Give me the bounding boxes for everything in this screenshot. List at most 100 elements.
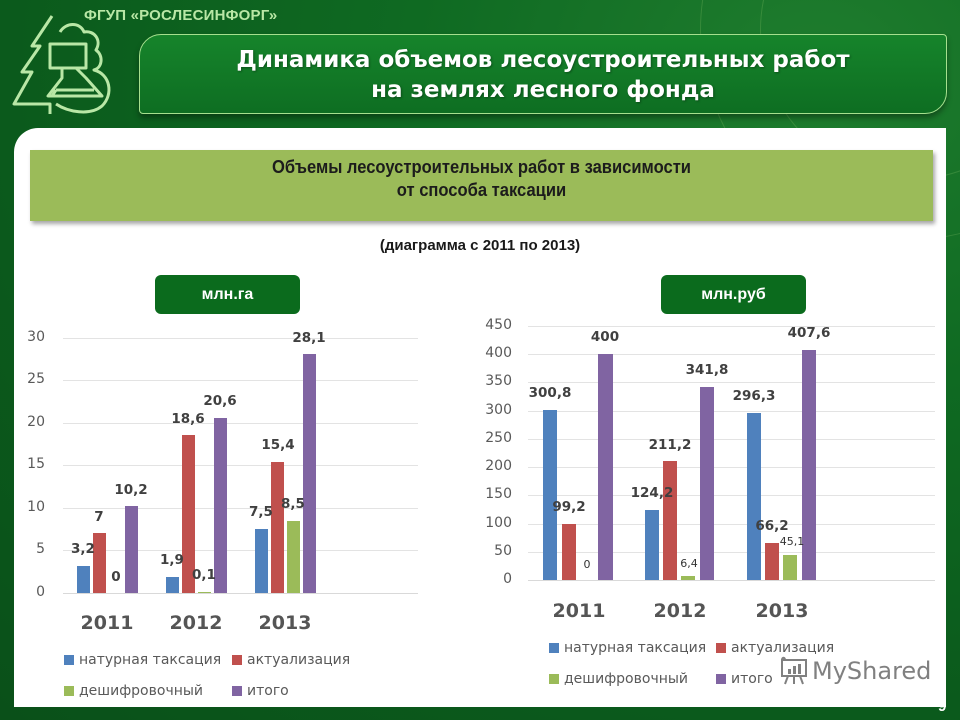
bar-natural-2011 — [543, 410, 557, 580]
legend-label: актуализация — [731, 640, 835, 656]
legend-decoding: дешифровочный — [64, 683, 203, 699]
content-panel — [14, 128, 946, 707]
presentation-board-icon — [781, 656, 807, 685]
gridline — [528, 467, 935, 468]
page-title-line2: на землях лесного фонда — [371, 77, 715, 103]
bar-decoding-2013 — [783, 555, 797, 580]
bar-total-2013 — [802, 350, 816, 580]
bar-natural-2013 — [255, 529, 268, 593]
unit-label-rubles: млн.руб — [661, 275, 806, 314]
y-tick: 15 — [27, 456, 45, 472]
gridline — [528, 326, 935, 327]
unit-label-hectares: млн.га — [155, 275, 300, 314]
legend-swatch-icon — [232, 686, 242, 696]
legend-swatch-icon — [64, 655, 74, 665]
bar-natural-2013 — [747, 413, 761, 580]
value-label: 407,6 — [787, 325, 831, 341]
value-label: 6,4 — [680, 557, 698, 570]
gridline — [528, 411, 935, 412]
value-label: 8,5 — [281, 496, 305, 512]
value-label: 18,6 — [171, 411, 205, 427]
value-label: 1,9 — [160, 552, 184, 568]
page-title-box: Динамика объемов лесоустроительных работ… — [139, 34, 947, 114]
legend-total: итого — [232, 683, 289, 699]
y-tick: 0 — [36, 584, 45, 600]
x-category: 2012 — [169, 612, 223, 634]
gridline — [63, 593, 418, 594]
value-label: 211,2 — [648, 437, 692, 453]
x-category: 2013 — [258, 612, 312, 634]
value-label: 7,5 — [249, 504, 273, 520]
y-tick: 50 — [494, 543, 512, 559]
legend-label: итого — [247, 683, 289, 699]
legend-natural: натурная таксация — [549, 640, 706, 656]
legend-label: натурная таксация — [79, 652, 222, 668]
y-tick: 400 — [485, 345, 512, 361]
y-tick: 450 — [485, 317, 512, 333]
gridline — [528, 382, 935, 383]
bar-update-2013 — [765, 543, 779, 580]
value-label: 341,8 — [685, 362, 729, 378]
legend-swatch-icon — [716, 643, 726, 653]
value-label: 10,2 — [114, 482, 148, 498]
bar-update-2011 — [562, 524, 576, 580]
bar-update-2012 — [182, 435, 195, 593]
legend-label: актуализация — [247, 652, 351, 668]
y-tick: 30 — [27, 329, 45, 345]
y-tick: 300 — [485, 402, 512, 418]
bar-update-2013 — [271, 462, 284, 593]
x-category: 2013 — [755, 600, 809, 622]
value-label: 20,6 — [203, 393, 237, 409]
subtitle-banner: Объемы лесоустроительных работ в зависим… — [30, 150, 933, 221]
gridline — [63, 508, 418, 509]
y-tick: 200 — [485, 458, 512, 474]
y-tick: 100 — [485, 515, 512, 531]
value-label: 45,1 — [779, 535, 805, 548]
value-label: 66,2 — [755, 518, 789, 534]
gridline — [528, 552, 935, 553]
value-label: 99,2 — [552, 499, 586, 515]
organization-name: ФГУП «РОСЛЕСИНФОРГ» — [84, 7, 278, 24]
y-tick: 10 — [27, 499, 45, 515]
legend-swatch-icon — [549, 643, 559, 653]
legend-swatch-icon — [64, 686, 74, 696]
y-tick: 0 — [503, 571, 512, 587]
bar-decoding-2012 — [198, 592, 211, 593]
y-tick: 150 — [485, 486, 512, 502]
legend-decoding: дешифровочный — [549, 671, 688, 687]
legend-natural: натурная таксация — [64, 652, 221, 668]
value-label: 0 — [111, 569, 121, 585]
gridline — [528, 580, 935, 581]
gridline — [63, 550, 418, 551]
value-label: 124,2 — [630, 485, 674, 501]
bar-natural-2011 — [77, 566, 90, 593]
y-tick: 350 — [485, 373, 512, 389]
y-tick: 20 — [27, 414, 45, 430]
y-tick: 5 — [36, 541, 45, 557]
bar-update-2011 — [93, 533, 106, 593]
bar-total-2012 — [700, 387, 714, 580]
value-label: 0 — [583, 558, 591, 571]
bar-total-2013 — [303, 354, 316, 593]
bar-update-2012 — [663, 461, 677, 580]
gridline — [528, 439, 935, 440]
date-range-note: (диаграмма с 2011 по 2013) — [379, 237, 581, 254]
legend-swatch-icon — [716, 674, 726, 684]
page-title-line1: Динамика объемов лесоустроительных работ — [236, 47, 850, 73]
value-label: 3,2 — [71, 541, 95, 557]
legend-update: актуализация — [716, 640, 834, 656]
rosleinforg-logo-icon — [12, 15, 111, 114]
bar-total-2012 — [214, 418, 227, 593]
legend-label: дешифровочный — [564, 671, 689, 687]
bar-total-2011 — [125, 506, 138, 593]
subtitle-line2: от способа таксации — [396, 180, 567, 200]
legend-swatch-icon — [232, 655, 242, 665]
bar-natural-2012 — [645, 510, 659, 580]
legend-label: дешифровочный — [79, 683, 204, 699]
value-label: 7 — [94, 509, 104, 525]
watermark-text: MyShared — [812, 657, 932, 685]
gridline — [528, 354, 935, 355]
value-label: 300,8 — [528, 385, 572, 401]
